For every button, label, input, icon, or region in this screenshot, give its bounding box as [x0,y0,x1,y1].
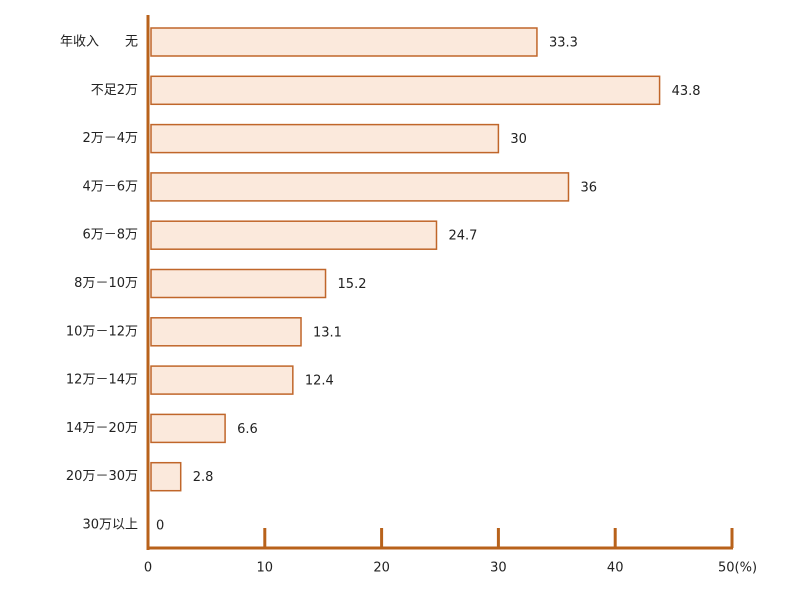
bar [150,123,500,154]
value-label: 13.1 [313,325,342,340]
value-label: 2.8 [193,470,214,485]
x-tick-label: 30 [490,561,507,576]
value-label: 33.3 [549,36,578,51]
y-tick-label: 2万－4万 [82,131,138,146]
bar [150,75,661,106]
x-tick-label: 50(%) [718,561,757,576]
bar [150,268,327,299]
y-tick-label: 10万－12万 [66,324,138,339]
y-tick-label: 30万以上 [82,518,138,533]
value-label: 6.6 [237,422,258,437]
value-label: 0 [156,519,164,534]
y-tick-label: 8万－10万 [74,276,138,291]
y-tick-label: 20万－30万 [66,469,138,484]
x-tick-label: 0 [144,561,152,576]
value-label: 12.4 [305,374,334,389]
bar [150,220,438,250]
bar [150,27,538,57]
value-label: 30 [510,132,527,147]
y-tick-label: 12万－14万 [66,373,138,388]
x-tick-label: 10 [257,561,274,576]
bar [150,172,570,202]
x-tick-label: 40 [607,561,624,576]
bar [150,461,182,492]
y-tick-label: 6万－8万 [82,228,138,243]
y-tick-label: 不足2万 [91,83,138,98]
y-tick-label: 4万－6万 [82,179,138,194]
y-tick-label: 年收入 无 [60,35,138,50]
bar [150,365,294,395]
value-label: 15.2 [338,277,367,292]
value-label: 43.8 [672,84,701,99]
y-tick-label: 14万－20万 [66,421,138,436]
bar [150,413,226,444]
x-tick-label: 20 [373,561,390,576]
value-label: 24.7 [448,229,477,244]
value-label: 36 [580,180,597,195]
bar [150,317,302,347]
